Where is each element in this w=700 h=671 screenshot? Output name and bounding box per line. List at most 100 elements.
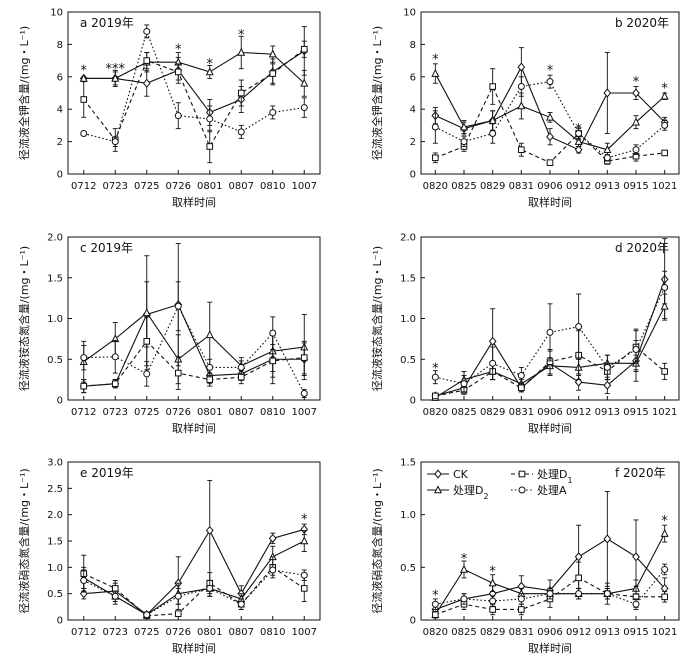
chart-1-data-point xyxy=(80,96,88,103)
chart-3-panel: 0 0.5 1.0 1.5 2.0 0712 0723 0725 0726 0801 0807 081… xyxy=(17,233,321,435)
chart-6-data-point xyxy=(432,611,439,619)
chart-6-significance-mark: * xyxy=(432,589,439,604)
chart-3-xlabel: 取样时间 xyxy=(172,421,216,435)
chart-4-ytick-label: 0 xyxy=(410,396,416,407)
chart-3-data-point xyxy=(143,338,151,345)
chart-2-data-point xyxy=(632,88,640,98)
chart-3-ytick-label: 0.5 xyxy=(47,355,63,366)
chart-2-data-point xyxy=(545,112,555,121)
chart-2-data-point xyxy=(489,83,496,90)
chart-6-data-point xyxy=(459,564,469,573)
legend-marker xyxy=(434,469,442,479)
chart-3-title: c 2019年 xyxy=(80,241,133,255)
chart-4-data-point xyxy=(489,359,497,367)
chart-6-ytick-label: 1.5 xyxy=(400,458,416,469)
chart-3-series-line xyxy=(83,303,305,387)
chart-4-xlabel: 取样时间 xyxy=(528,421,572,435)
chart-6-data-point xyxy=(546,590,554,598)
chart-3-data-point xyxy=(206,376,214,383)
chart-6-data-point xyxy=(489,597,497,605)
chart-6-xtick-label: 0829 xyxy=(480,627,505,638)
chart-6-data-point xyxy=(575,574,582,582)
chart-6-xtick-label: 0831 xyxy=(509,627,534,638)
chart-4-ytick-label: 1.0 xyxy=(400,314,416,325)
chart-4-xtick-label: 0906 xyxy=(537,407,562,418)
chart-5-ytick-label: 0 xyxy=(57,616,63,627)
chart-5-series-line xyxy=(83,540,305,616)
chart-5-data-point xyxy=(206,584,214,592)
chart-2-series-line xyxy=(435,81,666,159)
chart-3-ylabel: 径流液铵态氮含量/(mg・L⁻¹) xyxy=(17,246,31,391)
chart-1-significance-mark: * xyxy=(207,57,214,72)
chart-2-xtick-label: 0829 xyxy=(480,181,505,192)
chart-6-series-4 xyxy=(431,563,669,610)
chart-3-data-point xyxy=(237,363,245,371)
chart-2-data-point xyxy=(432,154,439,162)
chart-6-data-point xyxy=(517,595,525,603)
chart-2-data-point xyxy=(574,145,583,155)
legend-entry: 处理D1 xyxy=(511,468,573,485)
chart-4-panel: 0 0.5 1.0 1.5 2.0 0820 0825 0829 0831 0906 0912 091… xyxy=(370,233,680,435)
legend-label: 处理D2 xyxy=(453,484,489,501)
chart-1-xtick-label: 0725 xyxy=(134,181,159,192)
chart-3-series-line xyxy=(83,305,305,394)
chart-2-data-point xyxy=(460,138,468,146)
chart-5-series-4 xyxy=(80,564,308,619)
chart-6-series-line xyxy=(435,577,665,616)
chart-2-data-point xyxy=(575,130,583,137)
chart-5-panel: 0 0.5 1.0 1.5 2.0 2.5 3.0 0712 0723 0725 0726 0801 0… xyxy=(17,458,321,655)
chart-6-data-point xyxy=(575,590,583,598)
chart-4-data-point xyxy=(603,380,612,390)
chart-5-ylabel: 径流液硝态氮含量/(mg・L⁻¹) xyxy=(17,468,31,613)
chart-6-data-point xyxy=(431,600,439,608)
chart-4-data-point xyxy=(518,384,525,392)
chart-6-significance-mark: * xyxy=(661,514,668,529)
chart-2-data-point xyxy=(459,122,469,131)
chart-3-series-1 xyxy=(79,243,309,394)
chart-4-data-point xyxy=(661,368,668,375)
chart-4-xtick-label: 0912 xyxy=(566,407,591,418)
chart-6-data-point xyxy=(661,593,668,601)
chart-3-data-point xyxy=(80,382,88,390)
chart-2-data-point xyxy=(546,132,554,142)
chart-1-xtick-label: 0712 xyxy=(71,181,96,192)
chart-1-ytick-label: 0 xyxy=(57,170,63,181)
legend-entry: 处理A xyxy=(511,484,567,497)
chart-5-xlabel: 取样时间 xyxy=(172,641,216,655)
chart-5-xtick-label: 0810 xyxy=(260,627,285,638)
chart-1-xtick-label: 1007 xyxy=(292,181,317,192)
chart-1-significance-mark: *** xyxy=(106,62,126,77)
chart-5-data-point xyxy=(237,600,245,608)
chart-3-xtick-label: 0807 xyxy=(229,407,254,418)
chart-2-significance-mark: * xyxy=(575,122,582,137)
chart-5-ytick-label: 2.0 xyxy=(47,510,63,521)
chart-1-ytick-label: 4 xyxy=(57,105,63,116)
legend-label-subscript: 1 xyxy=(567,476,572,485)
chart-1-series-3 xyxy=(80,40,308,164)
chart-1-ytick-label: 10 xyxy=(50,8,63,19)
chart-5-data-point xyxy=(80,577,88,584)
chart-2-data-point xyxy=(517,83,525,91)
chart-2-xtick-label: 1021 xyxy=(652,181,677,192)
chart-1-ytick-label: 2 xyxy=(57,137,63,148)
legend-entry: CK xyxy=(427,468,469,481)
chart-2-xlabel: 取样时间 xyxy=(528,195,572,209)
chart-6-significance-mark: * xyxy=(489,564,496,579)
chart-4-data-point xyxy=(460,380,468,388)
chart-4-series-4 xyxy=(431,270,669,393)
chart-2-xtick-label: 0913 xyxy=(595,181,620,192)
chart-3-data-point xyxy=(206,363,214,371)
chart-1-ytick-label: 8 xyxy=(57,40,63,51)
chart-1-data-point xyxy=(237,47,246,56)
chart-1-data-point xyxy=(269,70,277,77)
chart-2-plot-frame xyxy=(420,11,680,175)
chart-2-data-point xyxy=(489,130,497,137)
chart-5-data-point xyxy=(111,585,119,592)
chart-1-data-point xyxy=(268,49,277,58)
chart-2-xtick-label: 0912 xyxy=(566,181,591,192)
chart-6-data-point xyxy=(632,552,640,562)
chart-4-ytick-label: 2.0 xyxy=(400,233,416,244)
chart-4-ytick-label: 1.5 xyxy=(400,273,416,284)
chart-4-data-point xyxy=(632,345,640,353)
chart-3-ytick-label: 1.5 xyxy=(47,273,63,284)
